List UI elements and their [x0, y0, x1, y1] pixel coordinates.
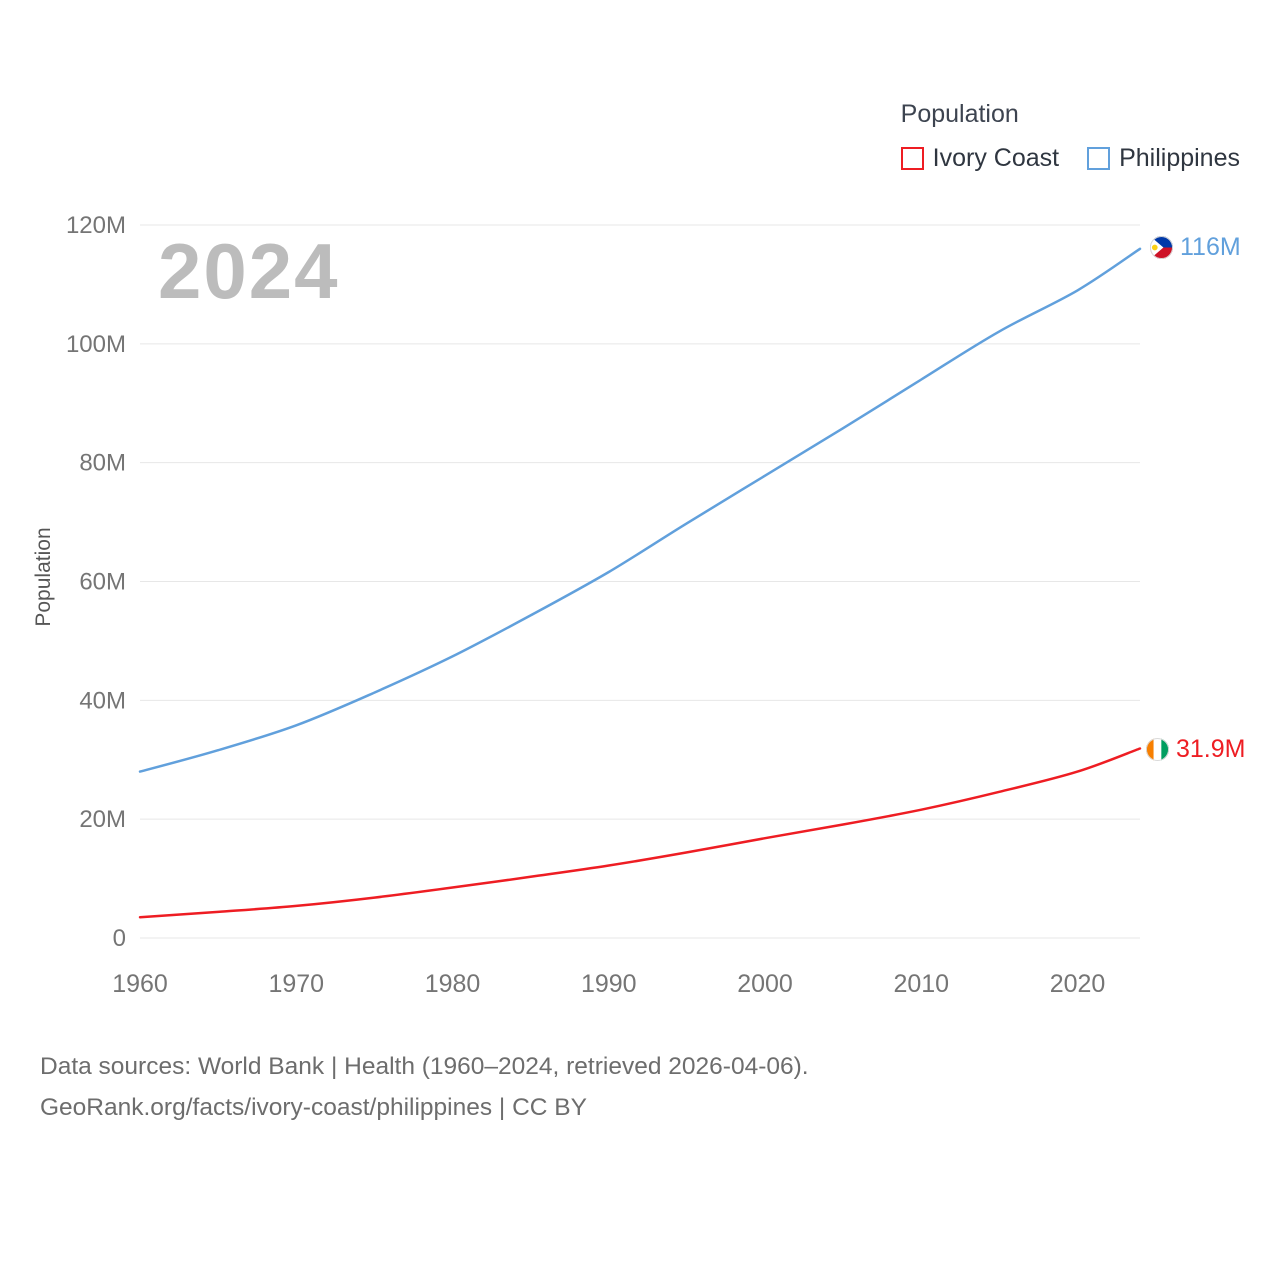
data-sources-line: Data sources: World Bank | Health (1960–… [40, 1053, 809, 1080]
legend-item-label: Philippines [1119, 144, 1240, 172]
ivory-coast-end-value: 31.9M [1176, 735, 1246, 763]
philippines-swatch-icon [1087, 147, 1111, 170]
y-tick-label: 120M [66, 212, 126, 239]
attribution-footer: Data sources: World Bank | Health (1960–… [40, 1046, 809, 1128]
legend-title: Population [900, 100, 1019, 128]
x-tick-label: 2010 [893, 970, 949, 998]
x-tick-label: 1970 [268, 970, 324, 998]
y-tick-label: 20M [79, 806, 126, 833]
x-tick-label: 1980 [425, 970, 481, 998]
ivory-coast-swatch-icon [900, 147, 924, 170]
legend-item-ivory-coast[interactable]: Ivory Coast [900, 144, 1060, 173]
ivory-coast-end-label: 31.9M [1146, 735, 1245, 764]
series-line-philippines [138, 247, 1142, 773]
legend-items: Ivory Coast Philippines [900, 144, 1240, 173]
x-tick-label: 1960 [112, 970, 168, 998]
legend-item-label: Ivory Coast [932, 144, 1060, 172]
y-tick-label: 80M [79, 450, 126, 477]
x-tick-label: 2000 [737, 970, 793, 998]
legend: Population Ivory Coast Philippines [900, 100, 1240, 173]
legend-item-philippines[interactable]: Philippines [1087, 144, 1240, 173]
year-watermark: 2024 [158, 227, 340, 315]
y-tick-label: 0 [113, 925, 126, 952]
source-url-line[interactable]: GeoRank.org/facts/ivory-coast/philippine… [40, 1094, 587, 1122]
y-tick-label: 40M [79, 687, 126, 714]
x-tick-label: 1990 [581, 970, 637, 998]
series-line-ivory-coast [138, 747, 1142, 919]
y-tick-label: 60M [79, 569, 126, 596]
ivory-coast-flag-icon [1146, 738, 1169, 761]
philippines-flag-icon [1150, 236, 1173, 259]
philippines-end-value: 116M [1180, 233, 1241, 261]
philippines-end-label: 116M [1150, 233, 1241, 262]
x-tick-label: 2020 [1050, 970, 1106, 998]
y-tick-label: 100M [66, 331, 126, 358]
